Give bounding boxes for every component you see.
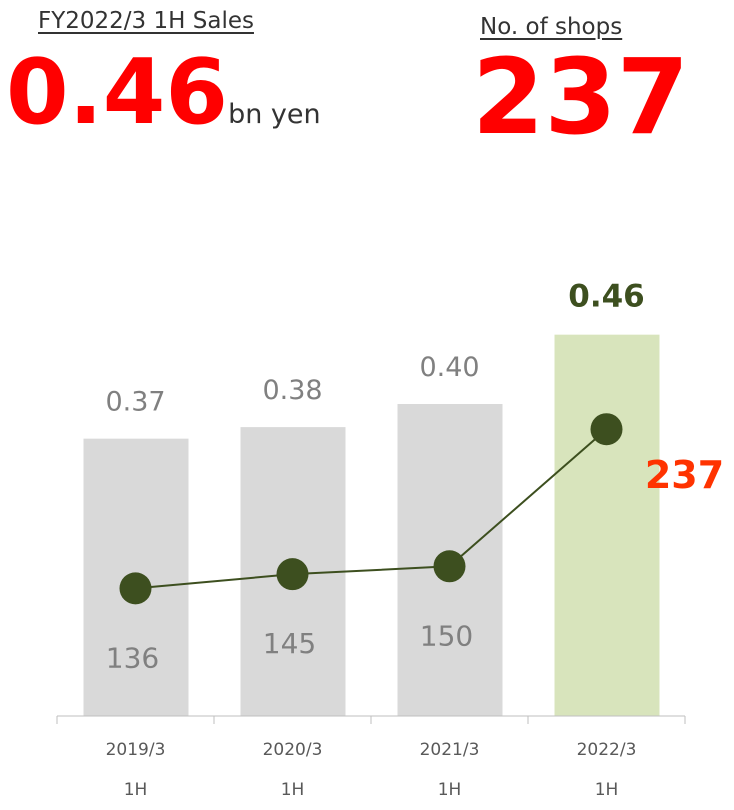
sales-kpi: 0.46bn yen	[6, 40, 321, 145]
line-point	[433, 550, 466, 583]
line-value-label: 150	[420, 619, 473, 652]
line-point	[119, 572, 152, 605]
line	[135, 428, 608, 590]
x-tick-label: 2019/3 1H	[105, 740, 166, 800]
bar-value-label: 0.40	[419, 352, 479, 383]
bar-value-label: 0.46	[568, 279, 645, 315]
x-tick-label: 2022/3 1H	[576, 740, 637, 800]
bar	[554, 334, 660, 716]
line-value-label: 145	[263, 627, 316, 660]
line-value-label: 136	[106, 641, 159, 674]
line-point	[590, 413, 623, 446]
x-tick-label: 2021/3 1H	[419, 740, 480, 800]
bar-value-label: 0.37	[105, 387, 165, 418]
sales-unit: bn yen	[228, 99, 321, 130]
line-point	[276, 558, 309, 591]
line-value-label: 237	[645, 453, 724, 497]
sales-label: FY2022/3 1H Sales	[38, 8, 254, 34]
shops-value: 237	[472, 36, 690, 158]
bar-value-label: 0.38	[262, 375, 322, 406]
sales-value: 0.46	[6, 40, 229, 145]
x-tick-label: 2020/3 1H	[262, 740, 323, 800]
shops-label: No. of shops	[480, 14, 623, 40]
